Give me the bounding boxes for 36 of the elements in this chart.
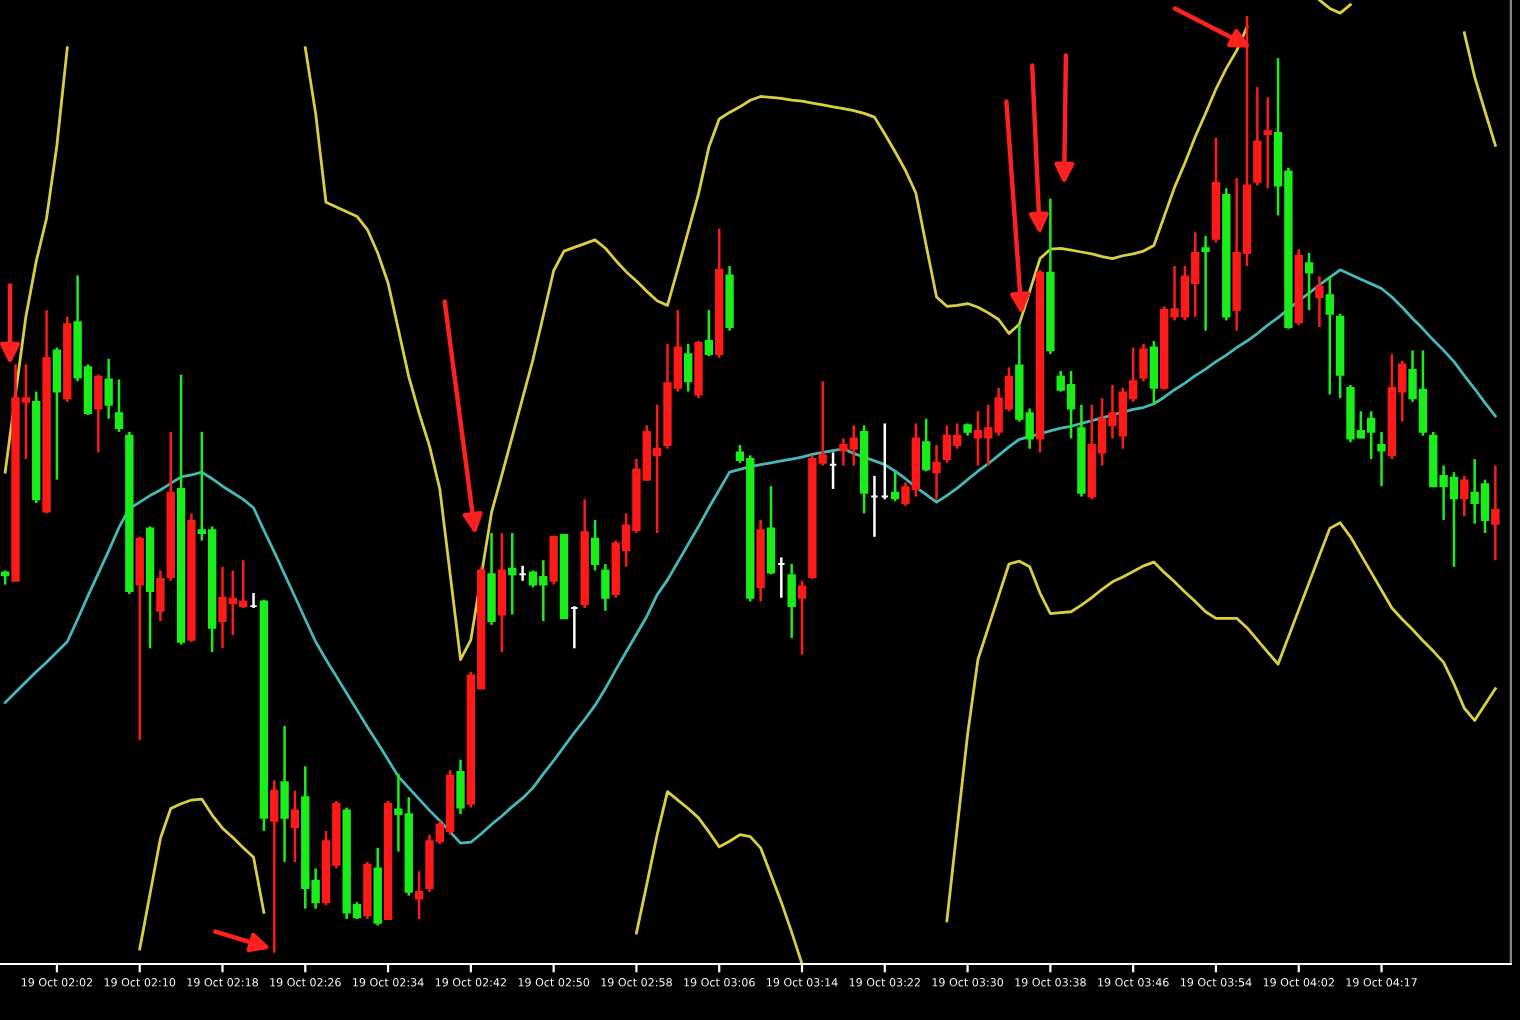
candlestick (1377, 430, 1386, 488)
candlestick (787, 562, 796, 640)
candlestick (280, 724, 289, 864)
candlestick (456, 758, 465, 816)
candlestick (156, 569, 165, 623)
candlestick (1460, 474, 1469, 518)
candlestick (114, 378, 124, 434)
candlestick (1263, 96, 1272, 190)
candlestick (797, 579, 807, 657)
candlestick (487, 531, 496, 627)
candlestick (290, 789, 300, 864)
candlestick (684, 342, 693, 393)
candlestick (94, 373, 103, 454)
candlestick (1201, 234, 1210, 332)
candlestick (601, 562, 610, 613)
candlestick (135, 535, 144, 742)
candlestick (1315, 275, 1324, 329)
candlestick (1304, 251, 1314, 312)
candlestick (1253, 85, 1262, 187)
candlestick (497, 531, 507, 654)
candlestick (270, 779, 279, 955)
candlestick (704, 308, 714, 358)
candlestick (549, 535, 558, 586)
candlestick (1325, 275, 1334, 396)
candlestick (414, 870, 424, 921)
candlestick (1491, 464, 1500, 562)
candlestick (508, 531, 517, 616)
candlestick (890, 470, 900, 503)
candlestick (932, 443, 941, 501)
candlestick (52, 346, 62, 481)
candlestick (922, 417, 931, 473)
candlestick (590, 518, 600, 572)
candlestick (766, 484, 776, 576)
candlestick (1149, 339, 1159, 406)
candlestick (104, 357, 113, 421)
candlestick (1139, 342, 1148, 383)
